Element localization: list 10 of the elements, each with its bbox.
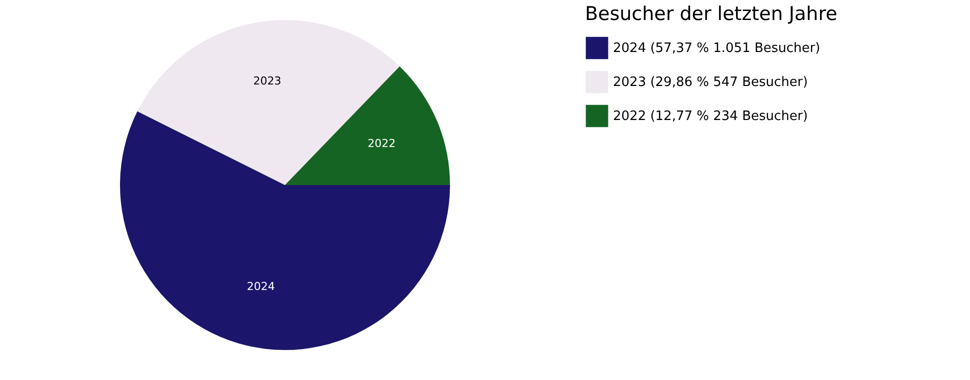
legend-title: Besucher der letzten Jahre [585, 3, 838, 25]
text: 2022 [368, 136, 396, 150]
legend-label: 2022 (12,77 % 234 Besucher) [613, 109, 808, 124]
text: 2023 [253, 74, 282, 88]
legend-label: 2024 (57,37 % 1.051 Besucher) [613, 41, 820, 56]
pie-slice [137, 20, 400, 185]
pie-slice [120, 111, 450, 350]
legend-label: 2023 (29,86 % 547 Besucher) [613, 75, 808, 90]
pie-slice [285, 66, 450, 185]
text: 2024 [246, 280, 275, 294]
